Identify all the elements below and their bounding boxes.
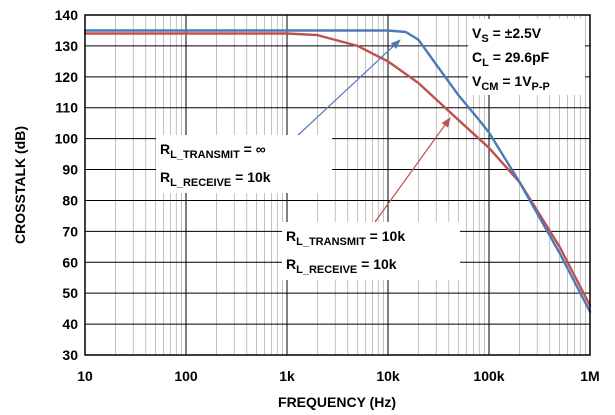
blue-callout-arrow — [294, 39, 401, 139]
red-label-line2: RL_RECEIVE = 10k — [286, 256, 397, 276]
x-tick-label: 1M — [580, 368, 599, 384]
red-label-line1: RL_TRANSMIT = 10k — [286, 228, 405, 248]
x-tick-label: 10 — [77, 368, 93, 384]
series-layer — [83, 29, 592, 313]
y-tick-label: 40 — [62, 316, 78, 332]
y-tick-label: 80 — [62, 192, 78, 208]
y-tick-label: 130 — [55, 38, 79, 54]
plot-frame — [84, 14, 591, 356]
y-tick-label: 90 — [62, 162, 78, 178]
x-tick-label: 1k — [279, 368, 295, 384]
y-tick-labels: 30 40 50 60 70 80 90 100 110 120 130 140 — [55, 7, 79, 363]
x-axis-title: FREQUENCY (Hz) — [278, 394, 396, 410]
x-tick-label: 100k — [473, 368, 504, 384]
y-tick-label: 140 — [55, 7, 79, 23]
y-tick-label: 110 — [55, 100, 78, 116]
x-tick-label: 10k — [376, 368, 400, 384]
conditions-box — [468, 19, 585, 95]
y-tick-label: 70 — [62, 223, 78, 239]
blue-label-line1: RL_TRANSMIT = ∞ — [160, 141, 266, 161]
series-line-blue — [83, 29, 592, 313]
y-tick-label: 30 — [62, 347, 78, 363]
condition-vs: VS = ±2.5V — [472, 25, 542, 45]
condition-cl: CL = 29.6pF — [472, 49, 550, 69]
y-tick-label: 120 — [55, 69, 79, 85]
condition-vcm: VCM = 1VP-P — [472, 73, 550, 93]
y-tick-label: 100 — [55, 131, 79, 147]
y-axis-title: CROSSTALK (dB) — [12, 126, 28, 244]
blue-label-line2: RL_RECEIVE = 10k — [160, 169, 271, 189]
red-callout-arrow — [374, 117, 451, 223]
x-tick-labels: 10 100 1k 10k 100k 1M — [77, 368, 600, 384]
y-tick-label: 50 — [62, 285, 78, 301]
x-tick-label: 100 — [174, 368, 198, 384]
y-tick-label: 60 — [62, 254, 78, 270]
blue-label-box — [156, 135, 332, 193]
red-label-box — [282, 222, 460, 280]
